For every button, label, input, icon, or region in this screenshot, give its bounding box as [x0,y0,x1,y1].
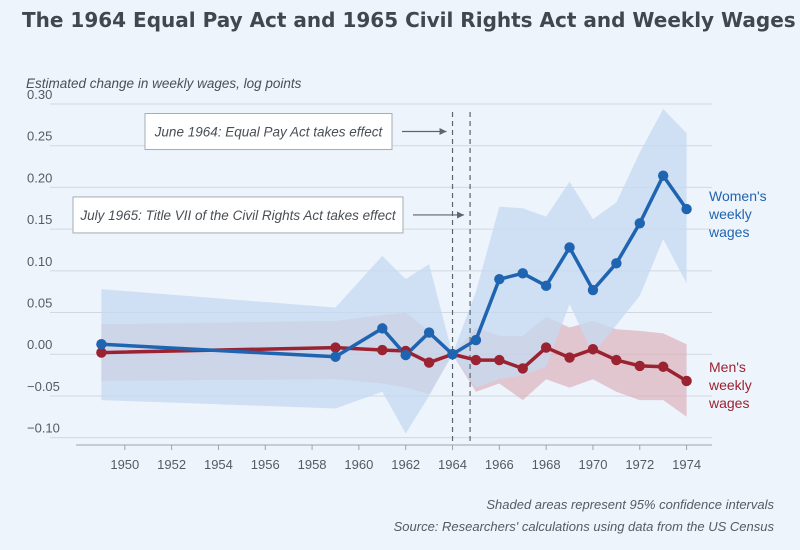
y-tick-label: 0.15 [27,212,52,227]
men-data-point [330,342,341,353]
women-data-point [447,349,458,360]
men-data-point [494,354,505,366]
men-data-point [423,357,435,368]
women-data-point [540,280,552,292]
annotation-box [144,113,393,151]
chart-title: The 1964 Equal Pay Act and 1965 Civil Ri… [22,8,796,32]
x-tick-label: 1974 [672,457,701,472]
women-series-label: Women's [709,188,767,204]
women-wage-line [99,173,689,359]
x-tick-label: 1956 [251,457,280,472]
men-data-point [681,375,692,387]
women-data-point [423,327,435,338]
annotation-text: July 1965: Title VII of the Civil Rights… [79,208,397,223]
x-tick-label: 1958 [298,457,327,472]
women-data-point [634,218,645,229]
axis-ticks: −0.10 −0.05 0.00 0.05 0.10 0.15 0.20 0.25 0.30 19… [27,87,712,472]
women-data-point [681,203,692,215]
men-data-point [611,354,622,366]
x-tick-label: 1964 [438,457,467,472]
y-tick-label: 0.10 [27,254,52,269]
women-data-point [377,323,388,334]
x-tick-label: 1952 [157,457,186,472]
men-data-point [517,363,528,374]
women-data-point [657,170,669,181]
men-data-point [587,344,599,355]
annotation-text: June 1964: Equal Pay Act takes effect [154,125,384,140]
series-points [96,170,692,387]
arrow-head [439,128,447,136]
annotation-box [72,196,404,234]
y-axis-label: Estimated change in weekly wages, log po… [26,76,302,91]
x-tick-label: 1960 [344,457,373,472]
men-data-point [634,360,645,372]
men-series-label: Men's [709,359,746,375]
y-tick-label: 0.20 [27,170,52,185]
women-data-point [611,258,622,269]
y-tick-label: 0.30 [27,87,52,102]
y-tick-label: −0.05 [27,379,60,394]
event-lines [451,112,471,445]
series-labels: Women's weekly wages Men's weekly wages [708,188,767,411]
source-note: Source: Researchers' calculations using … [393,519,774,534]
women-data-point [494,273,505,285]
men-data-point [540,342,552,353]
women-data-point [564,242,575,253]
women-data-point [400,349,411,361]
x-tick-label: 1950 [110,457,139,472]
men-series-label: weekly [708,377,752,393]
women-series-label: wages [708,224,749,240]
men-data-point [564,352,575,363]
x-tick-label: 1966 [485,457,514,472]
annotations: June 1964: Equal Pay Act takes effect Jul… [72,113,465,234]
series-lines [99,173,689,383]
women-data-point [96,339,107,350]
y-tick-label: 0.05 [27,296,52,311]
women-data-point [517,268,528,279]
y-tick-label: 0.25 [27,129,52,144]
x-tick-label: 1970 [579,457,608,472]
men-series-label: wages [708,395,749,411]
x-tick-label: 1968 [532,457,561,472]
arrow-head [457,211,465,219]
women-data-point [470,334,482,346]
x-tick-label: 1972 [625,457,654,472]
women-data-point [587,284,599,296]
men-data-point [377,344,388,356]
men-wage-line [99,345,689,383]
women-series-label: weekly [708,206,752,222]
x-tick-label: 1962 [391,457,420,472]
men-data-point [657,361,669,372]
y-tick-label: −0.10 [27,421,60,436]
x-tick-label: 1954 [204,457,233,472]
men-data-point [96,347,107,358]
men-data-point [470,354,482,366]
y-tick-label: 0.00 [27,337,52,352]
confidence-note: Shaded areas represent 95% confidence in… [486,497,774,512]
women-data-point [330,351,341,362]
